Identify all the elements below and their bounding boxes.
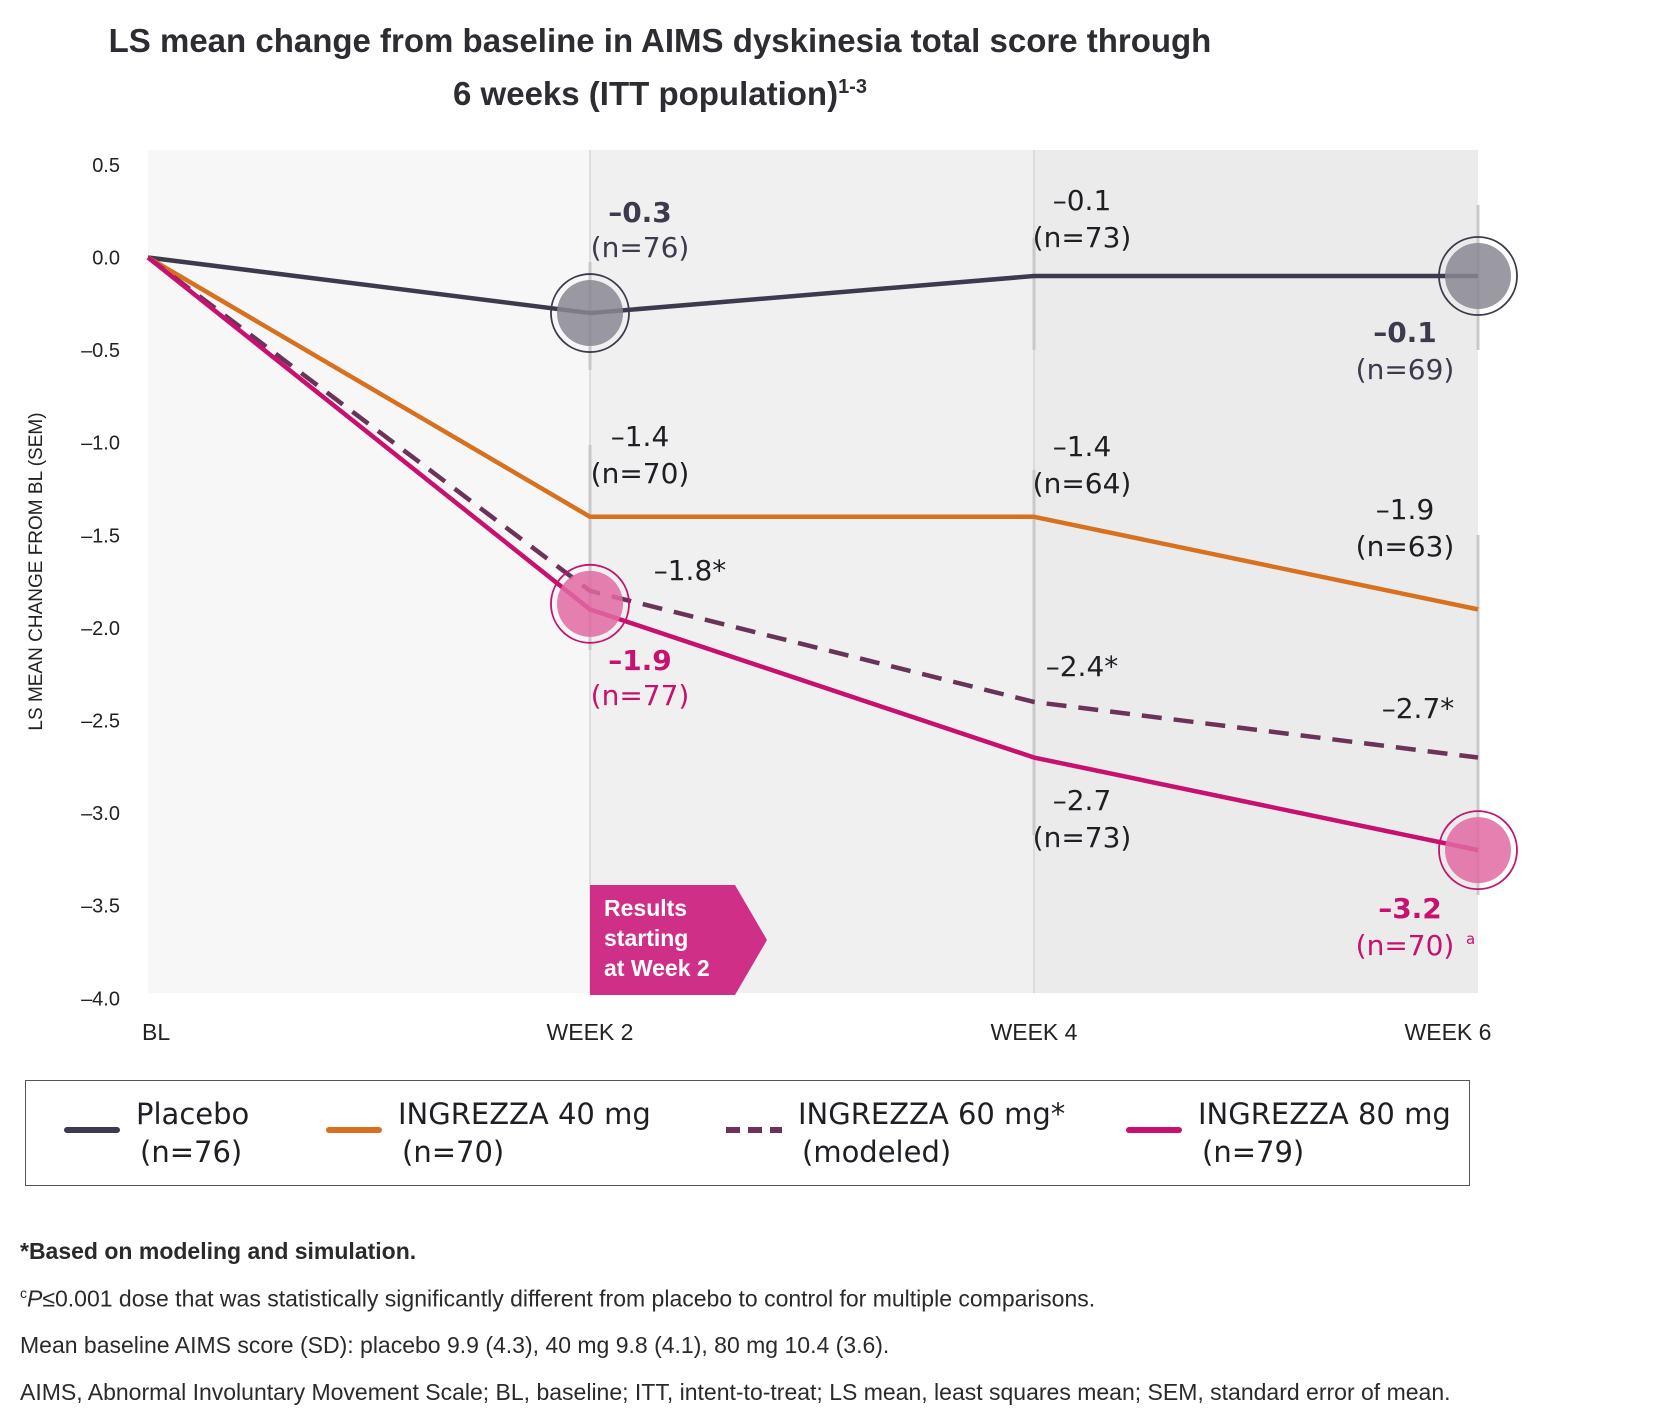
y-tick-label: –3.0: [81, 803, 120, 825]
footnote-modeling: *Based on modeling and simulation.: [20, 1238, 417, 1264]
ingrezza40-week4-value: –1.4: [1053, 430, 1112, 463]
ingrezza80-week2-value: –1.9: [608, 644, 672, 677]
placebo-week4-value: –0.1: [1053, 184, 1112, 217]
y-tick-label: –4.0: [81, 988, 120, 1010]
legend-label: INGREZZA 80 mg (n=79): [1198, 1095, 1451, 1171]
plot-background-week4: [1034, 150, 1478, 993]
ingrezza80-week2-n: (n=77): [591, 679, 690, 712]
ingrezza80-week2-marker: [557, 570, 623, 637]
title-reference: 1-3: [838, 76, 867, 98]
results-callout-text: Results: [604, 895, 687, 921]
ingrezza80-week6-value: –3.2: [1378, 892, 1442, 925]
series-line: [146, 255, 1479, 853]
chart-legend: Placebo (n=76) INGREZZA 40 mg (n=70) INGREZZ…: [25, 1080, 1470, 1186]
placebo-week6-marker: [1445, 243, 1511, 310]
placebo-week2-marker-ring: [550, 273, 630, 353]
y-tick-label: –0.5: [81, 340, 120, 362]
legend-series-name: INGREZZA 80 mg: [1198, 1097, 1451, 1131]
footnote-p-symbol: P: [27, 1285, 43, 1312]
legend-series-sub: (n=76): [140, 1135, 243, 1169]
legend-series-sub: (n=70): [402, 1135, 505, 1169]
legend-swatch: [64, 1127, 120, 1133]
ingrezza80-week6-n: (n=70): [1356, 929, 1455, 962]
legend-series-sub: (modeled): [802, 1135, 952, 1169]
ingrezza80-week4-n: (n=73): [1033, 821, 1132, 854]
legend-label: INGREZZA 40 mg (n=70): [398, 1095, 651, 1171]
legend-label: INGREZZA 60 mg* (modeled): [798, 1095, 1065, 1171]
legend-label: Placebo (n=76): [136, 1095, 249, 1171]
y-tick-label: –1.5: [81, 525, 120, 547]
ingrezza40-week2-n: (n=70): [591, 457, 690, 490]
legend-swatch: [1126, 1127, 1182, 1133]
placebo-week4-n: (n=73): [1033, 221, 1132, 254]
ingrezza80-week6-marker: [1445, 817, 1511, 884]
legend-series-name: Placebo: [136, 1097, 250, 1131]
results-callout-text: starting: [604, 925, 688, 951]
results-callout-arrow: [590, 885, 767, 995]
y-axis-label: LS MEAN CHANGE FROM BL (SEM): [26, 412, 47, 730]
y-tick-label: 0.0: [92, 248, 120, 270]
chart-title-text: LS mean change from baseline in AIMS dys…: [108, 22, 1212, 112]
legend-series-sub: (n=79): [1202, 1135, 1305, 1169]
y-tick-label: –3.5: [81, 896, 120, 918]
results-callout-text: at Week 2: [604, 955, 710, 981]
legend-series-name: INGREZZA 60 mg*: [798, 1097, 1066, 1131]
ingrezza80-week6-marker-ring: [1438, 810, 1518, 891]
x-tick-label: BL: [142, 1019, 170, 1045]
footnote-significance-mark: c: [20, 1285, 27, 1301]
ingrezza40-week2-value: –1.4: [611, 420, 670, 453]
chart-title: LS mean change from baseline in AIMS dys…: [100, 18, 1220, 117]
placebo-week2-n: (n=76): [591, 231, 690, 264]
x-tick-label: WEEK 2: [547, 1019, 634, 1045]
legend-swatch: [726, 1127, 782, 1133]
ingrezza40-week6-value: –1.9: [1376, 493, 1435, 526]
y-tick-label: –2.0: [81, 618, 120, 640]
x-tick-label: WEEK 6: [1405, 1019, 1492, 1045]
footnote-baseline: Mean baseline AIMS score (SD): placebo 9…: [20, 1332, 890, 1358]
ingrezza40-week6-n: (n=63): [1356, 530, 1455, 563]
ingrezza60-week6-value: –2.7*: [1382, 692, 1455, 725]
placebo-week6-n: (n=69): [1356, 353, 1455, 386]
series-line: [146, 255, 1479, 760]
line-chart: 0.5 0.0 –0.5 –1.0 –1.5 –2.0 –2.5 –3.0 –3.5 –4.0 LS…: [26, 150, 1518, 1045]
plot-background-week2: [590, 150, 1034, 993]
ingrezza80-week6-footnote-mark: a: [1466, 930, 1475, 948]
footnote-significance: cP≤0.001 dose that was statistically sig…: [20, 1285, 1095, 1313]
placebo-week2-value: –0.3: [608, 196, 672, 229]
placebo-week2-marker: [557, 280, 623, 347]
plot-background-bl: [148, 150, 590, 993]
ingrezza40-week4-n: (n=64): [1033, 467, 1132, 500]
series-line: [147, 255, 1478, 316]
x-tick-label: WEEK 4: [991, 1019, 1078, 1045]
placebo-week6-value: –0.1: [1373, 316, 1437, 349]
ingrezza80-week2-marker-ring: [550, 563, 630, 644]
ingrezza60-week4-value: –2.4*: [1046, 650, 1119, 683]
ingrezza60-week2-value: –1.8*: [654, 554, 727, 587]
placebo-week6-marker-ring: [1438, 236, 1518, 316]
y-tick-label: 0.5: [92, 155, 120, 177]
legend-swatch: [326, 1127, 382, 1133]
y-tick-label: –1.0: [81, 433, 120, 455]
legend-series-name: INGREZZA 40 mg: [398, 1097, 651, 1131]
footnote-abbreviations: AIMS, Abnormal Involuntary Movement Scal…: [20, 1379, 1451, 1405]
y-tick-label: –2.5: [81, 711, 120, 733]
ingrezza80-week4-value: –2.7: [1053, 784, 1112, 817]
footnote-significance-text: ≤0.001 dose that was statistically signi…: [42, 1285, 1096, 1312]
series-line: [146, 255, 1479, 612]
